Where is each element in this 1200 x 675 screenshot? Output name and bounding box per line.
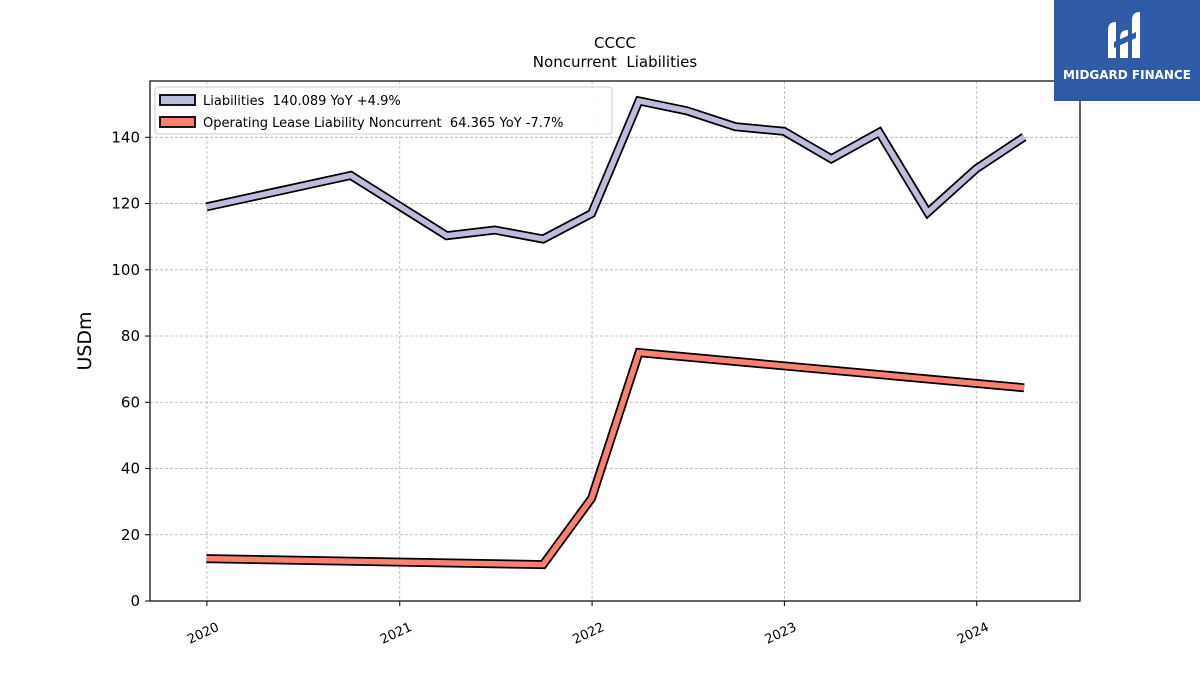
grid bbox=[150, 81, 1080, 602]
x-tick-label: 2024 bbox=[955, 620, 991, 648]
x-tick-label: 2023 bbox=[763, 620, 799, 648]
plot-area bbox=[149, 80, 1081, 602]
y-tick-label: 100 bbox=[111, 261, 140, 279]
midgard-logo-mark-icon bbox=[1108, 12, 1140, 58]
legend-swatch bbox=[159, 94, 196, 106]
x-axis: 2020 2021 2022 2023 2024 bbox=[185, 601, 991, 648]
legend-box bbox=[154, 86, 613, 135]
series-layer bbox=[205, 95, 1027, 570]
y-axis-label: USDm bbox=[74, 311, 96, 370]
y-tick-label: 0 bbox=[130, 592, 140, 610]
x-tick-label: 2020 bbox=[185, 620, 221, 648]
brand-logo: MIDGARD FINANCE bbox=[1054, 0, 1200, 101]
brand-name: MIDGARD FINANCE bbox=[1063, 68, 1191, 82]
series-1 bbox=[205, 95, 1027, 244]
y-tick-label: 40 bbox=[121, 460, 140, 478]
x-tick-label: 2021 bbox=[378, 620, 414, 648]
series-line bbox=[205, 97, 1026, 242]
y-tick-label: 80 bbox=[121, 327, 140, 345]
y-tick-label: 20 bbox=[121, 526, 140, 544]
y-axis: 0 20 40 60 80 100 120 140 bbox=[111, 128, 150, 610]
series-line-outline bbox=[206, 347, 1025, 570]
y-tick-label: 60 bbox=[121, 393, 140, 411]
legend-label: Operating Lease Liability Noncurrent 64.… bbox=[203, 116, 564, 131]
legend-swatch bbox=[159, 116, 196, 128]
chart-title: CCCC bbox=[594, 34, 636, 52]
y-tick-label: 120 bbox=[111, 195, 140, 213]
chart-subtitle: Noncurrent Liabilities bbox=[533, 53, 698, 71]
x-tick-label: 2022 bbox=[570, 620, 606, 648]
legend: Liabilities 140.089 YoY +4.9% Operating L… bbox=[154, 86, 613, 135]
legend-label: Liabilities 140.089 YoY +4.9% bbox=[203, 94, 401, 109]
y-tick-label: 140 bbox=[111, 128, 140, 146]
series-2 bbox=[206, 347, 1025, 570]
series-line bbox=[206, 349, 1025, 568]
